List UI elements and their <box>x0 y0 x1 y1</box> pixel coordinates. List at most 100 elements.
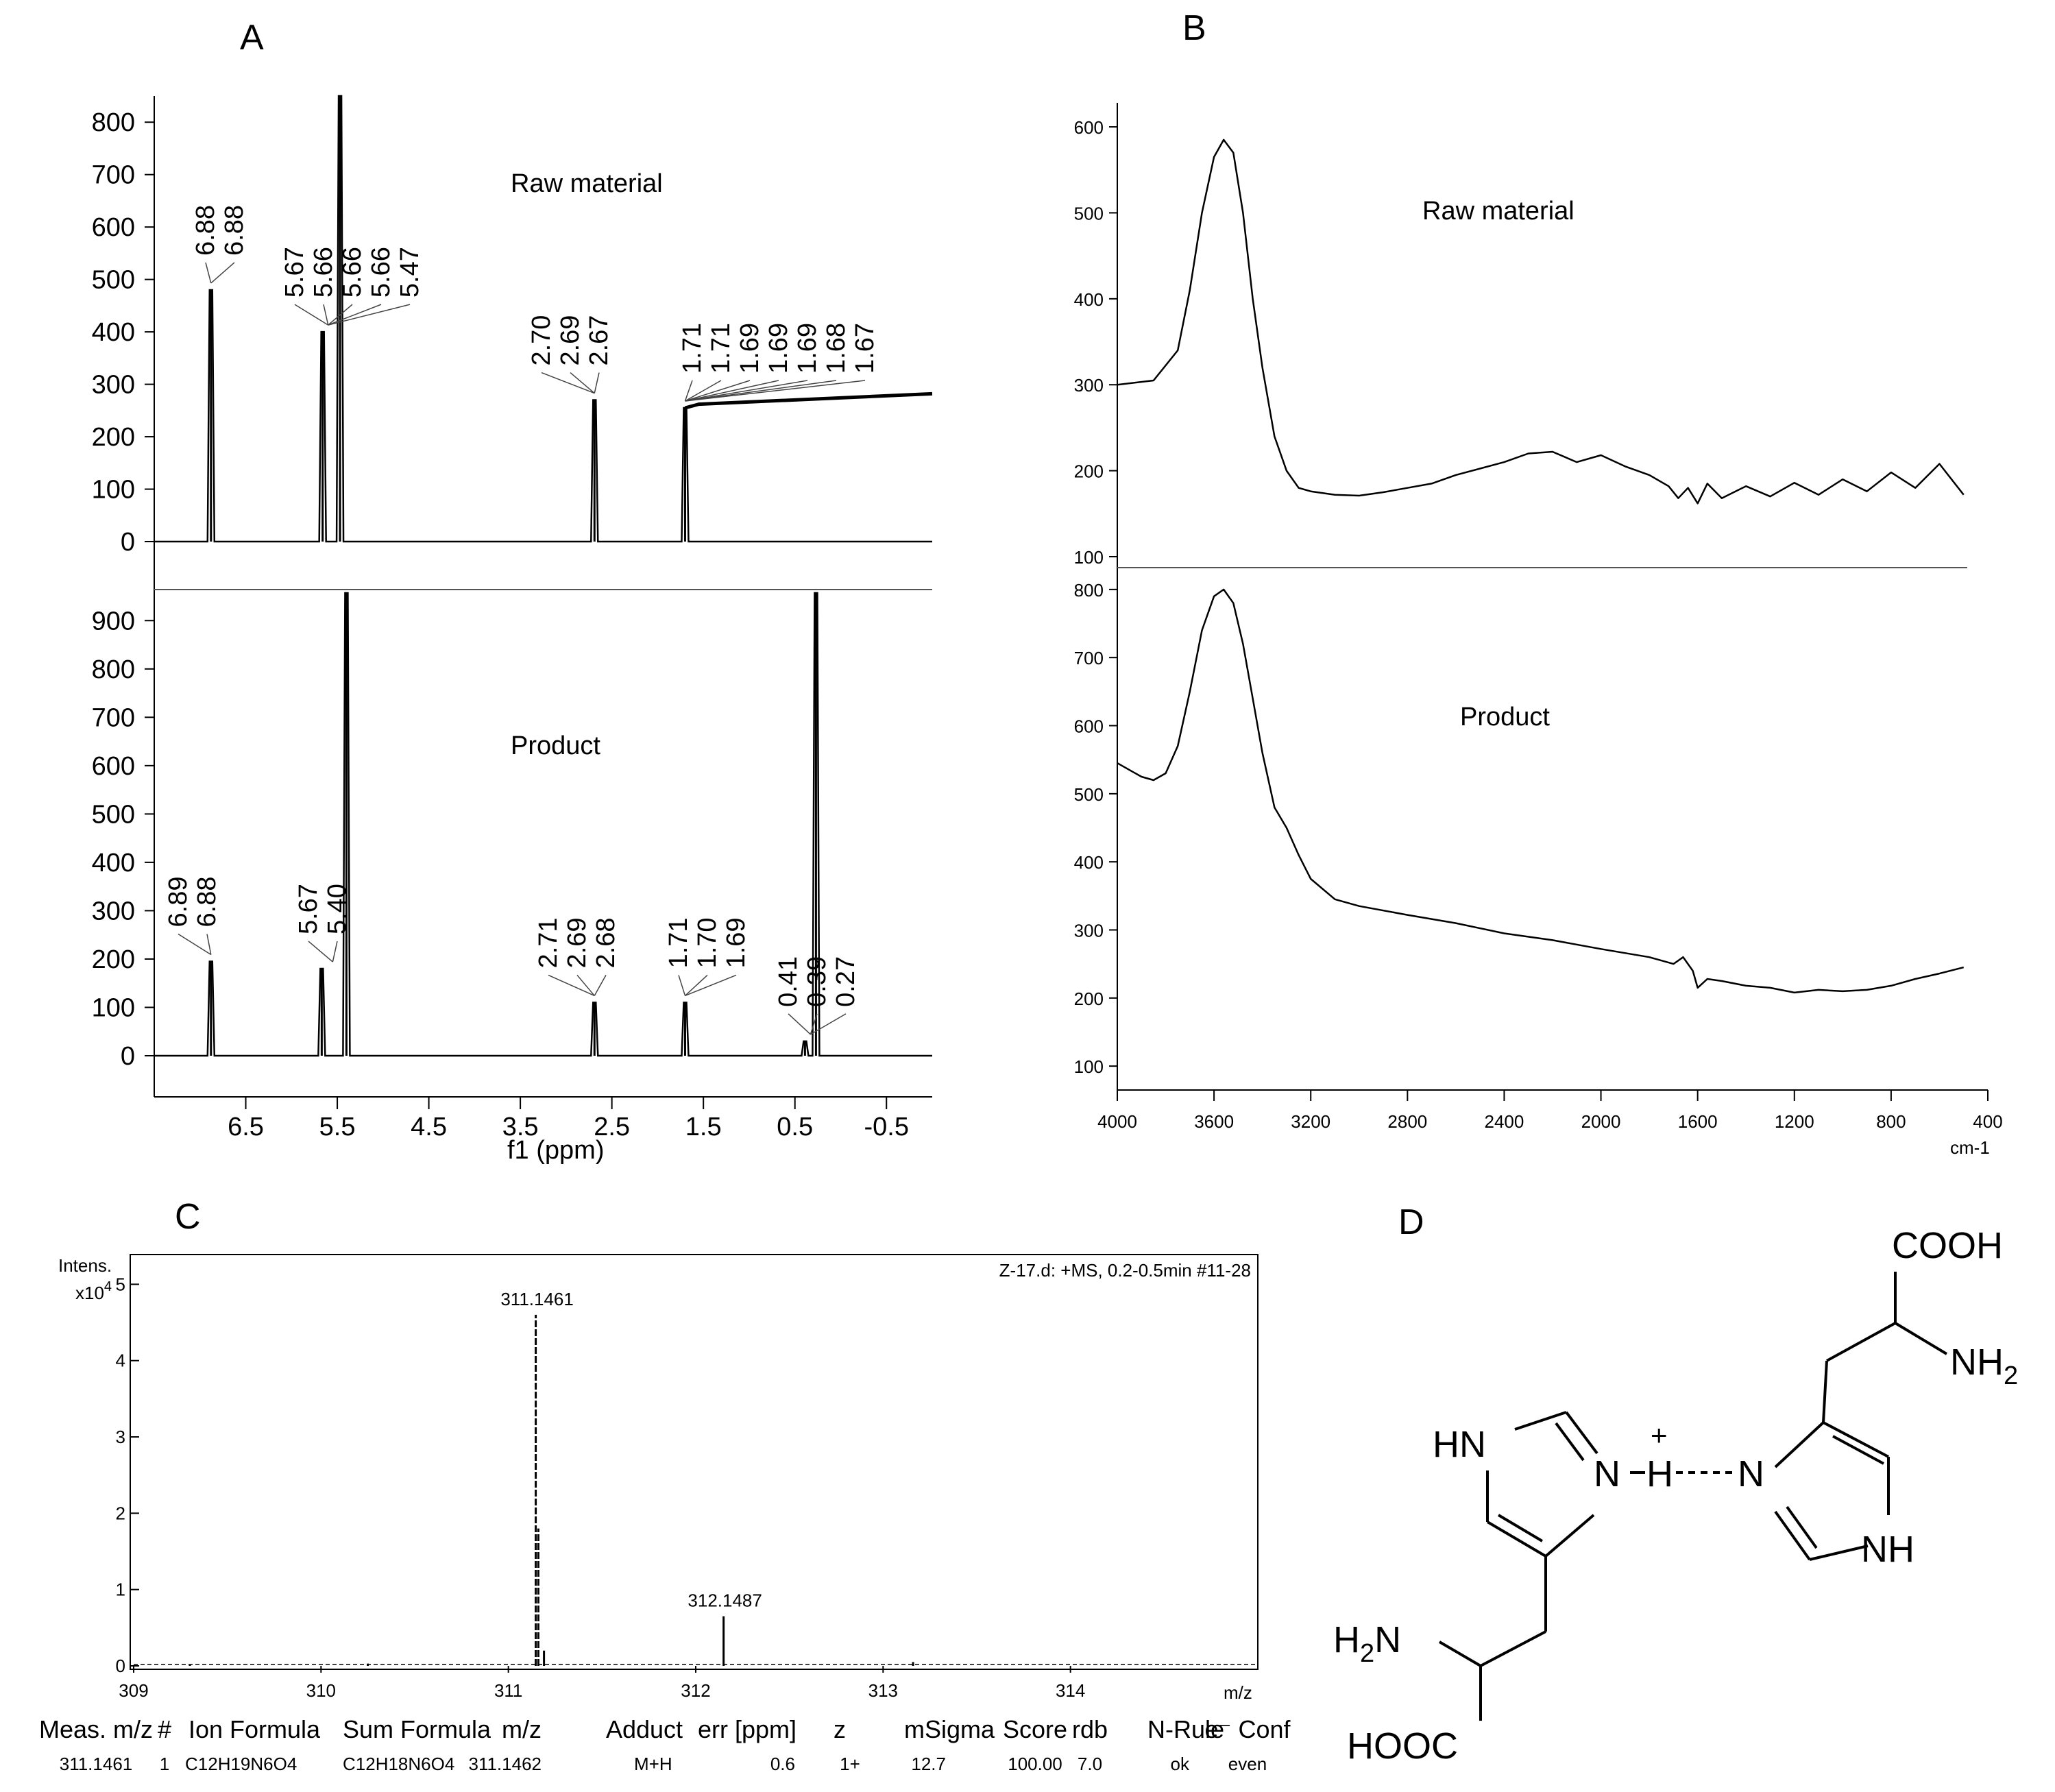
nmr-peak-label: 5.40 <box>323 884 352 934</box>
ms-table-header: err [ppm] <box>698 1715 797 1743</box>
nmr-x-axis-label: f1 (ppm) <box>507 1136 604 1165</box>
ftir-x-tick-label: 2000 <box>1581 1111 1621 1132</box>
nmr-peak-label: 5.66 <box>367 247 396 298</box>
nmr-x-tick-label: 2.5 <box>594 1113 630 1141</box>
nmr-peak-leader <box>328 304 382 326</box>
nmr-peak-leader <box>685 380 779 402</box>
nmr-peak-label: 2.68 <box>592 917 620 968</box>
panel-b-label: B <box>1182 8 1206 48</box>
ftir-y-tick-label: 100 <box>1074 547 1104 568</box>
ms-table-header: m/z <box>502 1715 542 1743</box>
ms-table-cell: 100.00 <box>1008 1754 1062 1774</box>
h2n-label: H2N <box>1333 1619 1401 1668</box>
nmr-peak-label: 6.88 <box>193 877 221 928</box>
nmr-y-tick-label: 600 <box>92 752 135 781</box>
nmr-x-tick-label: 5.5 <box>319 1113 356 1141</box>
nmr-peak-label: 1.71 <box>664 917 693 968</box>
ftir-x-tick-label: 1200 <box>1775 1111 1814 1132</box>
nmr-peak-label: 1.67 <box>851 323 879 374</box>
ftir-y-tick-label: 500 <box>1074 203 1104 223</box>
ftir-raw-material-plot: Raw material 100 200 300 400 500 600 <box>1074 117 1965 568</box>
nmr-x-tick-label: -0.5 <box>864 1113 908 1141</box>
ftir-x-unit-base: cm-1 <box>1950 1137 1990 1158</box>
nmr-peak-label: 1.71 <box>678 323 707 374</box>
ftir-x-tick-label: 1600 <box>1678 1111 1718 1132</box>
ftir-x-tick-label: 4000 <box>1097 1111 1137 1132</box>
nmr-peak-label: 1.68 <box>822 323 851 374</box>
ftir-x-unit: cm-1 <box>1950 1137 1990 1158</box>
ms-x-tick-label: 310 <box>306 1680 336 1701</box>
nmr-peak-leader <box>205 262 212 284</box>
ftir-y-tick-label: 500 <box>1074 784 1104 805</box>
ms-y-unit: x104 <box>75 1279 112 1303</box>
ms-plot: 0 1 2 3 4 5 309 310 311 312 313 314 311.1461 312.1487 <box>116 1274 1258 1701</box>
nmr-peak-label: 6.89 <box>164 877 193 928</box>
nmr-y-tick-label: 100 <box>92 993 135 1022</box>
nmr-peak-leader <box>576 974 595 996</box>
ftir-x-tick-label: 2800 <box>1387 1111 1427 1132</box>
ms-table-header: Sum Formula <box>343 1715 491 1743</box>
n-right-label: N <box>1738 1453 1764 1494</box>
nmr-peak-leader <box>328 304 353 326</box>
nmr-peak-leader <box>678 975 686 996</box>
nmr-peak-label: 1.69 <box>735 323 764 374</box>
nmr-raw-material-title: Raw material <box>511 169 663 198</box>
nmr-x-ticks: 6.5 5.5 4.5 3.5 2.5 1.5 0.5 -0.5 <box>228 1097 909 1141</box>
nmr-peak-leader <box>810 1013 818 1035</box>
nmr-peak-label: 1.71 <box>707 323 735 374</box>
nmr-peak-label: 5.66 <box>338 247 367 298</box>
nmr-peak-leader <box>206 934 212 955</box>
nmr-peak-leader <box>685 380 722 402</box>
ftir-y-tick-label: 300 <box>1074 375 1104 396</box>
hooc-label: HOOC <box>1347 1726 1458 1767</box>
nmr-peak-leader <box>685 380 808 402</box>
nmr-y-tick-label: 800 <box>92 108 135 137</box>
ftir-x-tick-label: 400 <box>1973 1111 2002 1132</box>
h2n-main: N <box>1374 1619 1401 1660</box>
ftir-product-title: Product <box>1460 703 1550 731</box>
ms-y-tick-label: 2 <box>116 1503 125 1523</box>
nmr-x-tick-label: 4.5 <box>411 1113 447 1141</box>
ftir-y-tick-label: 400 <box>1074 852 1104 873</box>
ms-y-label: Intens. <box>58 1255 112 1276</box>
ftir-x-tick-label: 3200 <box>1291 1111 1330 1132</box>
nmr-peak-label: 1.69 <box>722 917 751 968</box>
nmr-peak-leader <box>685 974 737 997</box>
ftir-y-tick-label: 400 <box>1074 289 1104 310</box>
nmr-y-tick-label: 200 <box>92 945 135 974</box>
ftir-x-ticks: 4000 3600 3200 2800 2400 2000 1600 1200 800 400 <box>1097 1090 2003 1132</box>
nh2-top-sub: 2 <box>2004 1361 2018 1390</box>
ftir-y-tick-label: 200 <box>1074 989 1104 1009</box>
ms-x-tick-label: 313 <box>868 1680 898 1701</box>
ms-peak-label: 312.1487 <box>688 1590 762 1611</box>
ms-x-tick-label: 309 <box>119 1680 148 1701</box>
nmr-x-tick-label: 0.5 <box>777 1113 813 1141</box>
nmr-peak-leader <box>332 941 338 962</box>
nmr-peak-label: 2.71 <box>534 917 563 968</box>
ms-y-unit-exp: 4 <box>104 1279 112 1294</box>
nmr-peak-label: 1.69 <box>793 323 822 374</box>
nmr-x-tick-label: 3.5 <box>502 1113 539 1141</box>
nmr-y-tick-label: 0 <box>121 1042 135 1071</box>
ms-table-cell: 1+ <box>840 1754 860 1774</box>
nmr-peak-leader <box>810 1013 847 1035</box>
ms-y-unit-base: x10 <box>75 1283 104 1303</box>
ms-table-header: z <box>834 1715 846 1743</box>
ftir-y-tick-label: 200 <box>1074 461 1104 482</box>
nmr-y-tick-label: 200 <box>92 423 135 452</box>
nmr-peak-label: 6.88 <box>191 205 220 256</box>
ftir-y-tick-label: 100 <box>1074 1056 1104 1077</box>
structure-bonds <box>1438 1272 1948 1721</box>
ms-table-cell: 311.1461 <box>60 1754 133 1774</box>
ms-table-cell: 1 <box>160 1754 169 1774</box>
ftir-y-tick-label: 600 <box>1074 117 1104 138</box>
nmr-peak-label: 5.47 <box>396 247 424 298</box>
ftir-x-tick-label: 2400 <box>1485 1111 1524 1132</box>
ms-table-cell: 0.6 <box>770 1754 795 1774</box>
nmr-peak-leader <box>594 372 600 393</box>
nh-right-label: NH <box>1861 1529 1914 1570</box>
ms-table-cell: C12H19N6O4 <box>185 1754 297 1774</box>
ms-table-header: e⁻ Conf <box>1204 1715 1291 1743</box>
nmr-y-tick-label: 700 <box>92 161 135 190</box>
